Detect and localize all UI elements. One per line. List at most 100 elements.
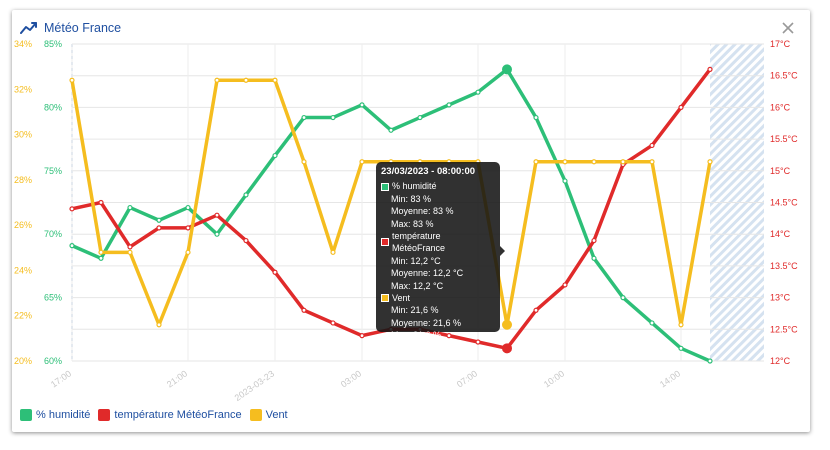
- series-point-2: [502, 319, 512, 330]
- series-point-2: [707, 159, 713, 165]
- series-point-2: [649, 159, 655, 165]
- series-point-0: [533, 114, 539, 121]
- y-tick-label-wind: 34%: [14, 39, 32, 49]
- series-point-0: [98, 255, 104, 261]
- tooltip-min: Min: 12,2 °C: [391, 255, 441, 266]
- legend-item-humidity[interactable]: % humidité: [20, 409, 90, 421]
- series-point-0: [707, 358, 713, 364]
- series-point-2: [591, 159, 597, 165]
- x-tick-label: 21:00: [165, 368, 189, 389]
- y-tick-label-temperature: 17°C: [770, 39, 791, 49]
- y-tick-label-wind: 32%: [14, 84, 32, 94]
- y-tick-label-wind: 28%: [14, 175, 32, 185]
- tooltip-series-name: Vent: [392, 293, 411, 304]
- series-point-0: [620, 295, 626, 301]
- tooltip-caret: [500, 246, 505, 256]
- y-tick-label-temperature: 13.5°C: [770, 261, 798, 271]
- series-point-0: [388, 127, 394, 133]
- legend-label-wind: Vent: [265, 409, 288, 421]
- series-point-1: [156, 225, 162, 231]
- series-point-1: [502, 343, 512, 354]
- tooltip-min: Min: 83 %: [391, 193, 432, 204]
- series-point-1: [301, 307, 307, 313]
- series-point-0: [562, 178, 568, 184]
- series-point-1: [707, 66, 713, 72]
- chart-tooltip: 23/03/2023 - 08:00:00 % humidité Min: 83…: [376, 162, 505, 340]
- legend-swatch-temperature: [98, 409, 111, 421]
- series-point-0: [243, 192, 249, 198]
- legend-item-temperature[interactable]: température MétéoFrance: [98, 409, 242, 421]
- series-point-0: [214, 231, 220, 237]
- y-tick-label-temperature: 16°C: [770, 102, 791, 112]
- close-icon[interactable]: [780, 20, 796, 36]
- series-point-0: [156, 217, 162, 223]
- series-point-1: [533, 307, 539, 313]
- series-point-2: [562, 159, 568, 165]
- chart-legend: % humidité température MétéoFrance Vent: [20, 409, 296, 421]
- tooltip-swatch-humidity: [381, 182, 389, 191]
- y-tick-label-humidity: 85%: [44, 39, 62, 49]
- y-tick-label-temperature: 15.5°C: [770, 134, 798, 144]
- y-tick-label-temperature: 13°C: [770, 293, 791, 303]
- series-point-0: [185, 204, 191, 211]
- series-point-2: [620, 159, 626, 165]
- series-point-2: [678, 322, 684, 328]
- legend-swatch-wind: [249, 409, 262, 421]
- series-point-2: [272, 77, 278, 83]
- series-point-0: [446, 102, 452, 108]
- series-point-2: [533, 159, 539, 165]
- series-point-0: [591, 255, 597, 261]
- series-point-0: [502, 64, 512, 75]
- series-point-2: [156, 322, 162, 328]
- series-point-2: [185, 249, 191, 255]
- y-tick-label-humidity: 75%: [44, 166, 62, 176]
- tooltip-min: Min: 21,6 %: [391, 305, 439, 316]
- y-tick-label-temperature: 12°C: [770, 356, 791, 366]
- x-tick-label: 14:00: [658, 368, 682, 389]
- series-point-1: [562, 282, 568, 288]
- tooltip-avg: Moyenne: 12,2 °C: [391, 268, 464, 279]
- y-tick-label-temperature: 16.5°C: [770, 71, 798, 81]
- trend-line-icon: [20, 22, 37, 34]
- tooltip-series-wind: Vent: [381, 292, 495, 304]
- series-point-2: [98, 249, 104, 255]
- tooltip-max: Max: 21,6 %: [391, 330, 442, 341]
- y-tick-label-wind: 22%: [14, 311, 32, 321]
- series-point-1: [69, 206, 75, 212]
- series-point-1: [98, 199, 104, 206]
- series-point-1: [330, 320, 336, 326]
- series-point-2: [301, 159, 307, 165]
- tooltip-avg: Moyenne: 83 %: [391, 206, 454, 217]
- series-point-1: [185, 225, 191, 231]
- y-tick-label-humidity: 80%: [44, 102, 62, 112]
- series-point-0: [417, 114, 423, 121]
- series-point-1: [214, 212, 220, 218]
- x-tick-label: 03:00: [339, 368, 363, 389]
- y-tick-label-humidity: 60%: [44, 356, 62, 366]
- legend-label-humidity: % humidité: [36, 409, 91, 421]
- x-tick-label: 07:00: [455, 368, 479, 389]
- tooltip-swatch-wind: [381, 294, 389, 303]
- y-tick-label-wind: 26%: [14, 220, 32, 230]
- tooltip-max: Max: 12,2 °C: [391, 280, 444, 291]
- legend-label-temperature: température MétéoFrance: [114, 409, 242, 421]
- tooltip-max: Max: 83 %: [391, 218, 434, 229]
- y-tick-label-temperature: 12.5°C: [770, 324, 798, 334]
- legend-item-wind[interactable]: Vent: [249, 409, 288, 421]
- series-point-0: [330, 114, 336, 121]
- tooltip-title: 23/03/2023 - 08:00:00: [381, 166, 476, 177]
- y-tick-label-wind: 20%: [14, 356, 32, 366]
- series-point-1: [243, 237, 249, 244]
- series-point-1: [446, 333, 452, 339]
- y-tick-label-wind: 30%: [14, 130, 32, 140]
- x-tick-label: 17:00: [49, 368, 73, 389]
- series-point-1: [272, 269, 278, 275]
- series-point-0: [272, 152, 278, 159]
- series-point-2: [330, 249, 336, 255]
- tooltip-series-humidity: % humidité: [381, 180, 495, 192]
- series-point-0: [359, 102, 365, 108]
- series-point-2: [359, 159, 365, 165]
- series-point-2: [214, 77, 220, 83]
- tooltip-series-name: température MétéoFrance: [391, 231, 445, 254]
- series-point-0: [301, 114, 307, 121]
